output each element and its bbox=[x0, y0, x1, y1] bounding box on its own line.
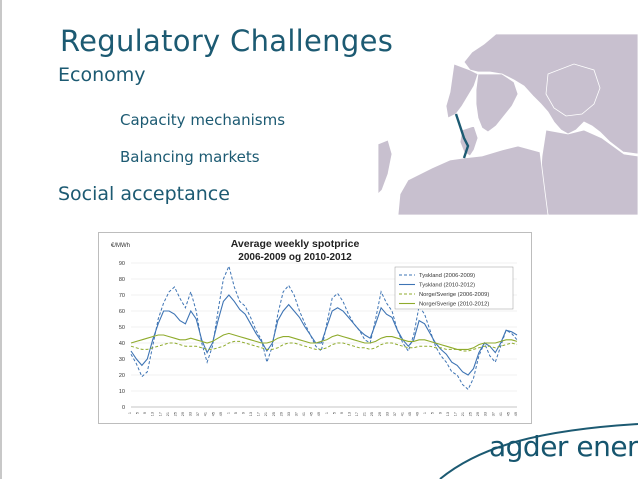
x-tick-label: 45 bbox=[408, 412, 412, 416]
y-tick-label: 40 bbox=[119, 341, 125, 347]
x-tick-label: 37 bbox=[491, 412, 495, 416]
slide-title: Regulatory Challenges bbox=[60, 24, 394, 58]
x-tick-label: 41 bbox=[204, 412, 208, 416]
x-tick-label: 17 bbox=[453, 412, 457, 416]
x-tick-label: 33 bbox=[484, 412, 488, 416]
item-capacity-mechanisms: Capacity mechanisms bbox=[120, 111, 286, 129]
x-tick-label: 17 bbox=[257, 412, 261, 416]
x-tick-label: 29 bbox=[181, 412, 185, 416]
x-tick-label: 13 bbox=[446, 412, 450, 416]
x-tick-label: 5 bbox=[234, 412, 238, 414]
x-tick-label: 1 bbox=[128, 412, 132, 414]
europe-map bbox=[378, 34, 638, 215]
x-tick-label: 29 bbox=[476, 412, 480, 416]
agder-energi-logo: agder energi bbox=[489, 430, 638, 463]
x-tick-label: 1 bbox=[325, 412, 329, 414]
y-tick-label: 10 bbox=[119, 389, 125, 395]
legend-label-1: Tyskland (2010-2012) bbox=[419, 283, 475, 289]
section-economy: Economy bbox=[58, 64, 146, 86]
x-tick-label: 25 bbox=[272, 412, 276, 416]
y-tick-label: 0 bbox=[122, 405, 125, 411]
y-tick-label: 90 bbox=[119, 261, 125, 267]
y-tick-label: 50 bbox=[119, 325, 125, 331]
x-tick-label: 49 bbox=[219, 412, 223, 416]
legend-label-3: Norge/Sverige (2010-2012) bbox=[419, 302, 489, 308]
y-tick-label: 70 bbox=[119, 293, 125, 299]
x-tick-label: 37 bbox=[393, 412, 397, 416]
x-tick-label: 9 bbox=[438, 412, 442, 414]
chart-series bbox=[130, 264, 518, 391]
x-tick-label: 45 bbox=[310, 412, 314, 416]
y-axis: 0 10 20 30 40 50 60 70 80 90 bbox=[119, 261, 125, 411]
x-tick-label: 9 bbox=[242, 412, 246, 414]
x-tick-label: 41 bbox=[400, 412, 404, 416]
y-tick-label: 20 bbox=[119, 373, 125, 379]
x-tick-label: 25 bbox=[370, 412, 374, 416]
y-tick-label: 80 bbox=[119, 277, 125, 283]
legend-label-2: Norge/Sverige (2006-2009) bbox=[419, 292, 489, 298]
finland bbox=[545, 63, 601, 117]
x-tick-label: 33 bbox=[287, 412, 291, 416]
x-tick-label: 49 bbox=[514, 412, 518, 416]
section-social-acceptance: Social acceptance bbox=[58, 183, 230, 205]
x-tick-label: 25 bbox=[469, 412, 473, 416]
nordlink-cable bbox=[454, 113, 470, 159]
x-tick-label: 29 bbox=[279, 412, 283, 416]
x-tick-label: 21 bbox=[461, 412, 465, 416]
x-tick-label: 45 bbox=[506, 412, 510, 416]
logo-swoosh bbox=[439, 423, 638, 479]
x-tick-label: 37 bbox=[196, 412, 200, 416]
x-tick-label: 9 bbox=[340, 412, 344, 414]
chart-title: Average weekly spotprice bbox=[231, 238, 360, 250]
continental-europe bbox=[397, 145, 549, 215]
x-tick-label: 21 bbox=[363, 412, 367, 416]
spotprice-chart: Average weekly spotprice 2006-2009 og 20… bbox=[98, 232, 532, 424]
x-tick-label: 29 bbox=[378, 412, 382, 416]
chart-legend: Tyskland (2006-2009) Tyskland (2010-2012)… bbox=[394, 266, 514, 310]
series-line-2 bbox=[130, 340, 518, 352]
slide-edge bbox=[0, 0, 2, 479]
y-tick-label: 30 bbox=[119, 357, 125, 363]
x-tick-label: 5 bbox=[431, 412, 435, 414]
chart-subtitle: 2006-2009 og 2010-2012 bbox=[238, 252, 352, 263]
x-tick-label: 41 bbox=[499, 412, 503, 416]
y-axis-label: €/MWh bbox=[111, 243, 130, 249]
chart-svg: Average weekly spotprice 2006-2009 og 20… bbox=[111, 238, 518, 416]
x-tick-label: 1 bbox=[226, 412, 230, 414]
norway-south bbox=[445, 63, 479, 119]
x-tick-label: 5 bbox=[136, 412, 140, 414]
legend-box bbox=[394, 266, 514, 310]
y-tick-label: 60 bbox=[119, 309, 125, 315]
x-tick-label: 17 bbox=[158, 412, 162, 416]
x-tick-label: 41 bbox=[302, 412, 306, 416]
sweden-south bbox=[475, 73, 519, 133]
x-tick-label: 21 bbox=[166, 412, 170, 416]
x-tick-label: 49 bbox=[416, 412, 420, 416]
item-balancing-markets: Balancing markets bbox=[120, 148, 260, 166]
x-tick-label: 13 bbox=[151, 412, 155, 416]
series-line-0 bbox=[130, 264, 518, 391]
denmark bbox=[459, 125, 479, 157]
x-tick-label: 33 bbox=[189, 412, 193, 416]
x-tick-label: 17 bbox=[355, 412, 359, 416]
series-line-1 bbox=[130, 294, 518, 376]
series-line-3 bbox=[130, 332, 518, 350]
x-tick-label: 5 bbox=[332, 412, 336, 414]
x-axis: 1 5 9 13 17 21 25 29 33 37 41 45 49 1 5 9 13 17 21 25 29 33 37… bbox=[128, 412, 518, 416]
x-tick-label: 1 bbox=[423, 412, 427, 414]
x-tick-label: 13 bbox=[347, 412, 351, 416]
x-tick-label: 25 bbox=[173, 412, 177, 416]
x-tick-label: 9 bbox=[143, 412, 147, 414]
legend-label-0: Tyskland (2006-2009) bbox=[419, 273, 475, 279]
x-tick-label: 37 bbox=[295, 412, 299, 416]
x-tick-label: 49 bbox=[317, 412, 321, 416]
x-tick-label: 45 bbox=[211, 412, 215, 416]
x-tick-label: 21 bbox=[264, 412, 268, 416]
uk bbox=[378, 139, 393, 195]
x-tick-label: 13 bbox=[249, 412, 253, 416]
x-tick-label: 33 bbox=[385, 412, 389, 416]
